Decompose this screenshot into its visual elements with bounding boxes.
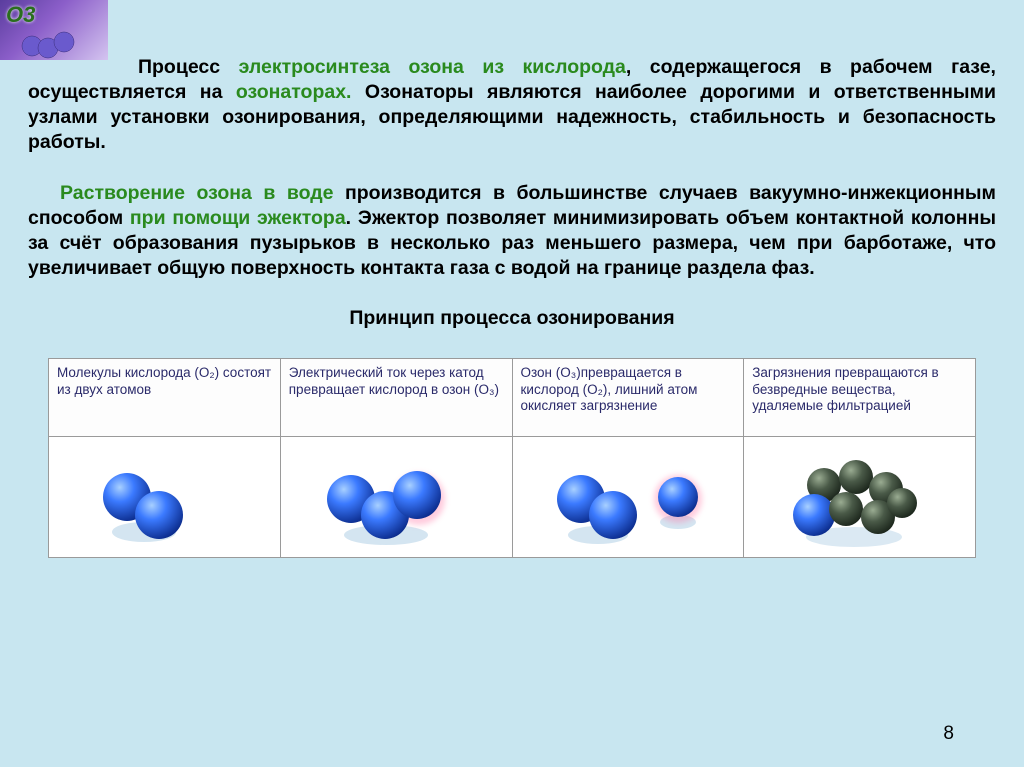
corner-logo: O3 xyxy=(0,0,108,60)
page-number: 8 xyxy=(943,723,954,745)
col-header-2: Озон (O₃)превращается в кислород (O₂), л… xyxy=(512,358,744,436)
logo-molecule-icon xyxy=(20,28,80,60)
paragraph-1: Процесс электросинтеза озона из кислород… xyxy=(28,55,996,155)
mol-cell-o2o1 xyxy=(512,436,744,557)
process-table: Молекулы кислорода (O₂) состоят из двух … xyxy=(48,358,976,558)
o3-molecule-icon xyxy=(281,437,512,552)
o2-plus-o-molecule-icon xyxy=(513,437,744,552)
subtitle: Принцип процесса озонирования xyxy=(28,307,996,330)
paragraph-2: Растворение озона в воде производится в … xyxy=(28,181,996,281)
table-image-row xyxy=(49,436,976,557)
o2-molecule-icon xyxy=(49,437,280,552)
dirt-molecule-icon xyxy=(744,437,975,552)
mol-cell-dirt xyxy=(744,436,976,557)
p1-green-a: электросинтеза озона из кислорода xyxy=(239,56,626,78)
p2-green-b: при помощи эжектора xyxy=(130,207,346,229)
col-header-3: Загрязнения превращаются в безвредные ве… xyxy=(744,358,976,436)
p2-green-a: Растворение озона в воде xyxy=(60,182,333,204)
mol-cell-o3 xyxy=(280,436,512,557)
logo-formula: O3 xyxy=(6,2,35,28)
col-header-0: Молекулы кислорода (O₂) состоят из двух … xyxy=(49,358,281,436)
p1-green-b: озонаторах. xyxy=(236,81,352,103)
content-area: Процесс электросинтеза озона из кислород… xyxy=(0,0,1024,558)
col-header-1: Электрический ток через катод превращает… xyxy=(280,358,512,436)
p1-text-a: Процесс xyxy=(138,56,239,78)
table-header-row: Молекулы кислорода (O₂) состоят из двух … xyxy=(49,358,976,436)
mol-cell-o2 xyxy=(49,436,281,557)
